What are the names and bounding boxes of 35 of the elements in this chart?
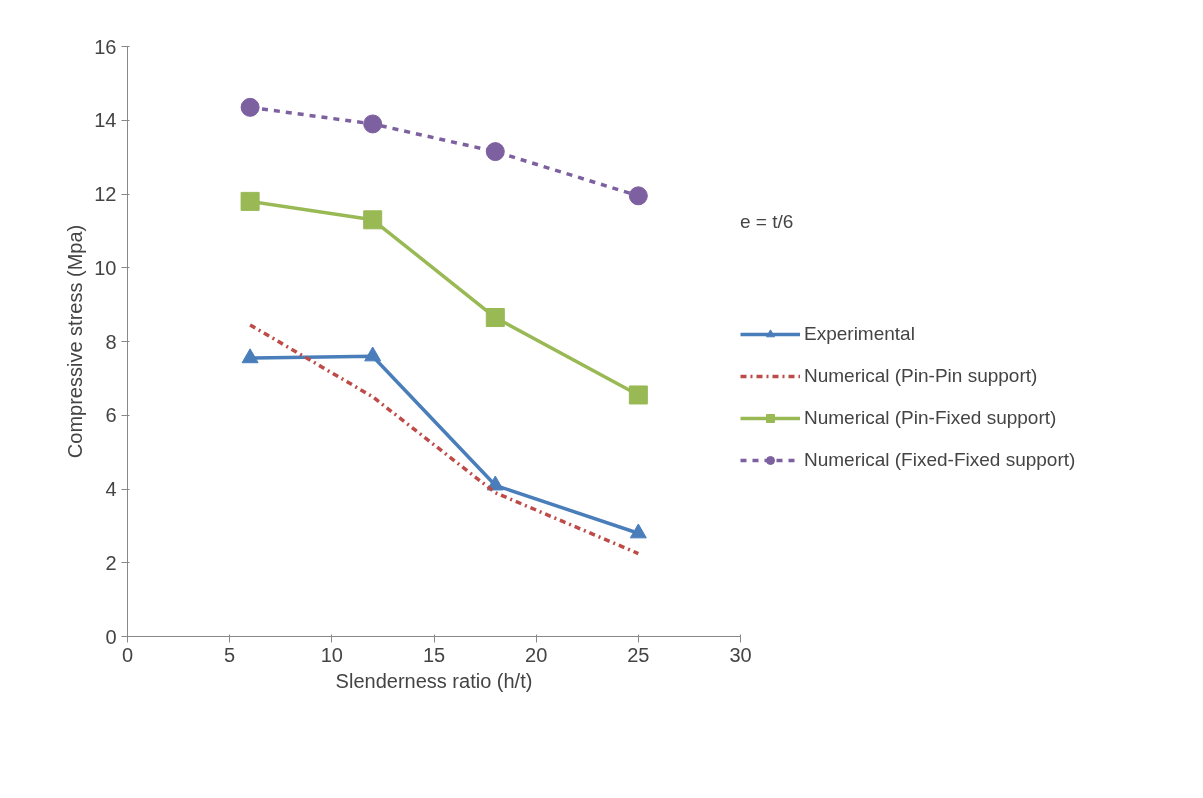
point [628, 385, 648, 405]
x-tick-label: 20 [525, 643, 548, 666]
x-tick-label: 0 [121, 643, 134, 666]
point [241, 348, 259, 364]
legend-label: Numerical (Fixed-Fixed support) [804, 449, 1076, 471]
x-tick-label: 15 [422, 643, 446, 666]
point [363, 210, 383, 230]
y-tick-label: 4 [105, 478, 117, 500]
point [629, 523, 647, 539]
legend-label: Experimental [804, 323, 915, 345]
point [364, 346, 382, 362]
legend-label: Numerical (Pin-Fixed support) [804, 407, 1057, 429]
legend-label: Numerical (Pin-Pin support) [804, 365, 1038, 387]
x-tick-label: 10 [320, 643, 343, 666]
point [363, 114, 383, 134]
y-tick-label: 8 [105, 330, 117, 353]
y-tick-label: 2 [105, 551, 117, 574]
line-series [248, 323, 641, 556]
y-axis-title: Compressive stress (Mpa) [64, 224, 87, 459]
point [485, 142, 505, 162]
y-tick-label: 10 [94, 256, 117, 279]
point [628, 186, 648, 206]
annotation: e = t/6 [740, 211, 795, 233]
x-tick-label: 5 [224, 643, 236, 666]
y-tick-label: 12 [94, 183, 117, 205]
point [240, 97, 260, 117]
y-tick-label: 6 [105, 404, 117, 427]
y-tick-label: 14 [94, 109, 117, 132]
y-tick-label: 0 [105, 625, 117, 648]
point [240, 191, 260, 211]
y-tick-label: 16 [94, 35, 117, 58]
point [485, 308, 505, 328]
x-tick-label: 30 [729, 643, 752, 666]
x-axis-title: Slenderness ratio (h/t) [335, 669, 533, 692]
x-tick-label: 25 [627, 643, 650, 666]
